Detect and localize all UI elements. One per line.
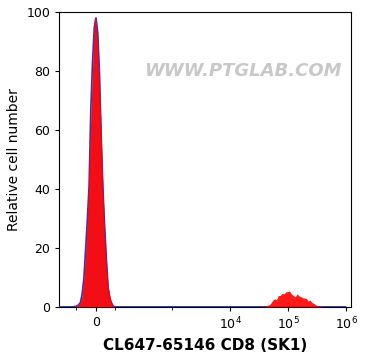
Y-axis label: Relative cell number: Relative cell number <box>7 88 21 231</box>
Text: WWW.PTGLAB.COM: WWW.PTGLAB.COM <box>144 62 342 80</box>
X-axis label: CL647-65146 CD8 (SK1): CL647-65146 CD8 (SK1) <box>103 338 307 353</box>
